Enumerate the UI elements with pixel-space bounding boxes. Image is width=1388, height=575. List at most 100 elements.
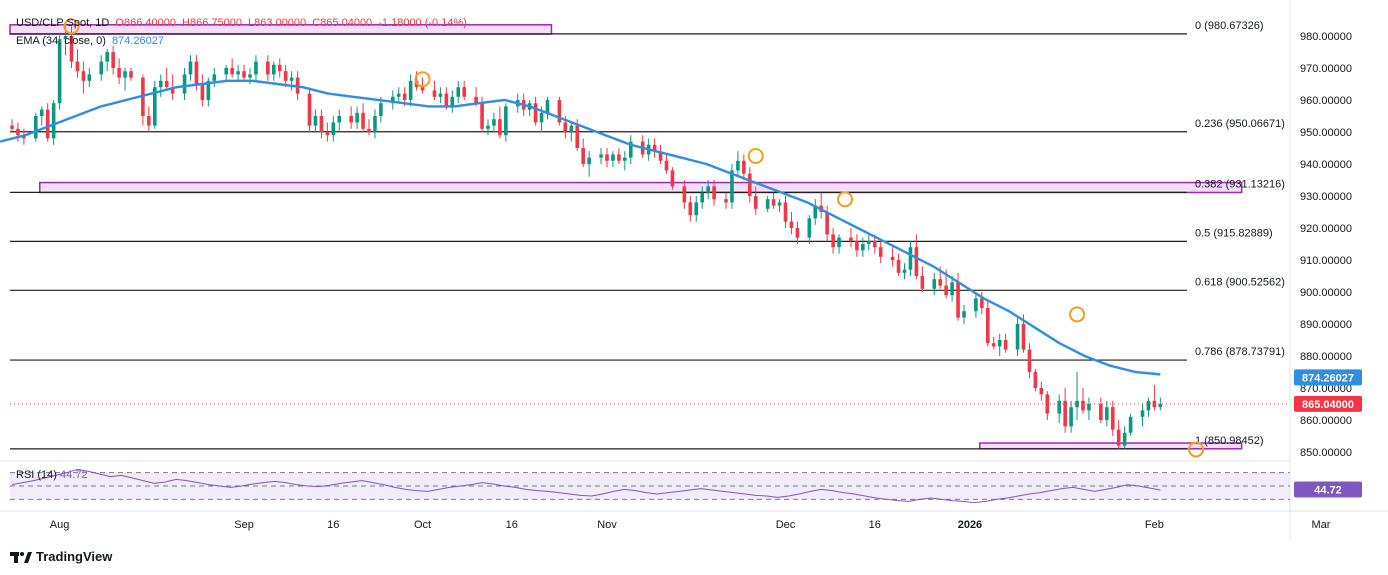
candle-body — [266, 61, 270, 75]
rsi-value: 44.72 — [60, 469, 88, 481]
candle-body — [795, 228, 800, 238]
candle-body — [277, 64, 282, 72]
price-tick: 980.00000 — [1300, 31, 1352, 43]
candle-body — [539, 112, 544, 123]
candle-body — [587, 157, 591, 164]
swing-markers — [63, 18, 1205, 458]
candle-body — [908, 247, 913, 270]
candle-body — [153, 87, 157, 126]
candle-body — [753, 196, 758, 209]
tradingview-logo[interactable]: TradingView — [10, 549, 112, 564]
high-value: H866.75000 — [182, 17, 242, 29]
time-axis[interactable]: Aug Sep 16 Oct 16 Nov Dec 16 2026 Feb Mar — [50, 519, 1331, 531]
close-value: C865.04000 — [312, 17, 373, 29]
candle-body — [1140, 410, 1145, 417]
candle-body — [396, 93, 401, 97]
ohlc-legend: USD/CLP Spot, 1D O866.40000 H866.75000 L… — [16, 17, 470, 29]
candle-body — [878, 247, 883, 257]
candle-body — [962, 311, 966, 318]
candle-body — [611, 154, 615, 161]
candle-body — [212, 74, 217, 81]
candle-body — [623, 157, 627, 161]
rsi-badge: 44.72 — [1314, 485, 1342, 497]
ema-label[interactable]: EMA (34, close, 0) — [16, 35, 106, 47]
candle-body — [831, 234, 835, 248]
candle-body — [825, 212, 829, 235]
candle-body — [188, 61, 193, 75]
candle-body — [224, 68, 228, 75]
candle-body — [724, 199, 728, 203]
candle-body — [307, 93, 312, 126]
candle-body — [236, 71, 240, 75]
price-tick: 860.00000 — [1300, 415, 1352, 427]
candle-body — [182, 74, 187, 94]
candlesticks — [10, 26, 1163, 449]
candle-body — [283, 71, 288, 81]
candle-body — [45, 109, 50, 139]
candle-body — [456, 87, 461, 97]
candle-body — [39, 109, 44, 116]
candle-body — [289, 77, 294, 81]
grid — [0, 0, 1388, 540]
time-tick: 2026 — [958, 519, 982, 531]
candle-body — [504, 106, 508, 136]
candle-body — [849, 237, 853, 241]
fib-label: 0.618 (900.52562) — [1195, 276, 1285, 288]
candle-body — [1087, 404, 1091, 411]
fib-label: 0.236 (950.06671) — [1195, 118, 1285, 130]
candle-body — [1099, 404, 1103, 420]
candle-body — [986, 308, 990, 344]
candle-body — [789, 221, 794, 228]
candle-body — [700, 192, 704, 203]
candle-body — [1039, 388, 1044, 395]
candle-body — [1045, 394, 1050, 414]
price-tick: 890.00000 — [1300, 319, 1352, 331]
candle-body — [950, 282, 954, 296]
candle-body — [867, 240, 871, 244]
candle-body — [771, 199, 776, 206]
candle-body — [111, 52, 115, 68]
fib-label: 1 (850.98452) — [1195, 435, 1264, 447]
candle-body — [462, 87, 466, 97]
candle-body — [331, 122, 336, 136]
candle-body — [932, 279, 937, 289]
change-value: -1.18000 (-0.14%) — [378, 17, 467, 29]
candle-body — [486, 125, 490, 129]
price-tick: 880.00000 — [1300, 351, 1352, 363]
rsi-label[interactable]: RSI (14) — [16, 469, 57, 481]
candle-body — [1158, 404, 1163, 408]
candle-body — [379, 103, 383, 116]
rsi-legend: RSI (14) 44.72 — [16, 469, 88, 481]
rsi-series — [11, 468, 1161, 504]
time-tick: 16 — [506, 519, 518, 531]
candle-body — [230, 68, 234, 75]
candle-body — [117, 68, 121, 78]
candle-body — [1122, 432, 1127, 446]
time-tick: Oct — [414, 519, 431, 531]
candle-body — [391, 96, 395, 104]
candle-body — [813, 205, 818, 219]
price-axis[interactable]: 980.00000 970.00000 960.00000 950.00000 940.… — [1300, 31, 1352, 459]
candle-body — [57, 39, 62, 104]
rsi-badge-bg — [1294, 481, 1362, 498]
candle-body — [34, 116, 38, 139]
candle-body — [492, 119, 496, 126]
price-tick: 950.00000 — [1300, 127, 1352, 139]
candle-body — [980, 298, 984, 308]
swing-marker — [63, 18, 80, 35]
candle-body — [194, 61, 199, 84]
last-price-badge-bg — [1294, 395, 1362, 412]
candle-body — [170, 87, 175, 94]
candle-body — [69, 36, 74, 62]
brand-name: TradingView — [36, 549, 113, 564]
candle-body — [420, 87, 425, 91]
time-tick: Nov — [597, 519, 617, 531]
last-price-badge: 865.04000 — [1302, 399, 1354, 411]
candle-body — [890, 256, 895, 260]
candle-body — [777, 202, 782, 206]
candle-body — [944, 285, 948, 296]
symbol-label[interactable]: USD/CLP Spot, 1D — [16, 17, 110, 29]
time-tick: Dec — [776, 519, 796, 531]
candle-body — [450, 96, 455, 107]
